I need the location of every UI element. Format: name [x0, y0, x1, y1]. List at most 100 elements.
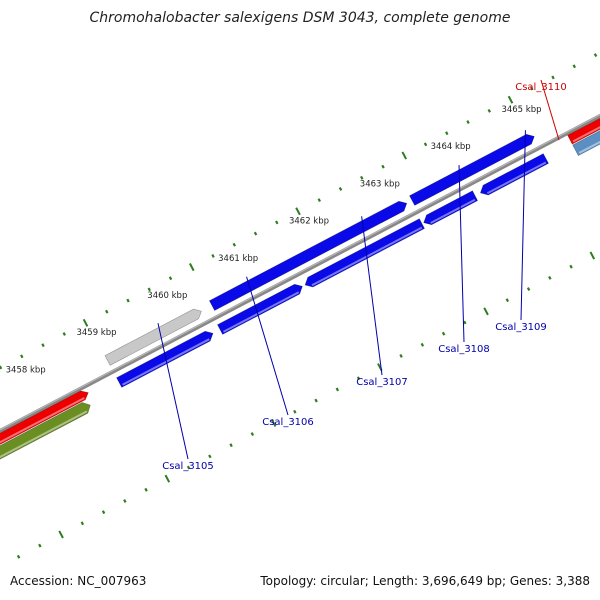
gene-arrow-blue-inner-1-sheen	[209, 198, 399, 299]
gene-arrow-blue-outer-2-sheen	[223, 291, 300, 333]
outer-tick	[250, 432, 255, 436]
feature-red-outer-2-sheen	[572, 126, 600, 143]
inner-tick	[62, 332, 66, 336]
inner-tick	[41, 343, 45, 348]
inner-tick	[572, 64, 576, 69]
kbp-label: 3460 kbp	[147, 291, 187, 301]
outer-tick	[335, 387, 340, 392]
inner-tick	[423, 142, 428, 147]
outer-tick	[548, 275, 552, 280]
gene-arrow-blue-inner-2-sheen	[409, 131, 526, 194]
outer-tick	[293, 409, 297, 414]
outer-tick	[144, 487, 148, 492]
genome-summary: Topology: circular; Length: 3,696,649 bp…	[260, 574, 590, 588]
outer-tick	[80, 521, 85, 526]
outer-tick	[123, 499, 127, 503]
inner-tick	[295, 207, 301, 216]
inner-tick	[507, 95, 514, 104]
inner-tick	[105, 309, 109, 314]
gene-arrow-blue-outer-2	[217, 283, 303, 335]
feature-red-outer-2	[567, 117, 600, 145]
feature-steel-outer	[572, 130, 600, 157]
outer-tick	[420, 342, 425, 347]
inner-tick	[530, 86, 534, 91]
feature-green-outer	[0, 402, 91, 460]
gene-leader-line	[157, 323, 189, 460]
inner-tick	[189, 263, 195, 272]
outer-tick	[505, 298, 510, 303]
outer-tick	[58, 530, 64, 539]
kbp-label: 3459 kbp	[76, 328, 116, 338]
inner-tick	[551, 75, 555, 80]
inner-tick	[20, 354, 24, 359]
inner-tick	[232, 242, 236, 247]
gene-leader-line	[520, 130, 526, 321]
gene-label: Csal_3107	[356, 377, 408, 388]
backbone-line	[0, 113, 600, 434]
inner-tick	[360, 175, 364, 180]
gene-label: Csal_3106	[262, 417, 314, 428]
inner-tick	[126, 298, 130, 303]
gene-arrow-blue-outer-1	[116, 330, 214, 388]
gene-arrow-blue-outer-1-sheen	[122, 338, 210, 386]
gene-leader-line	[458, 165, 465, 343]
gene-leader-line	[361, 216, 383, 376]
inner-tick	[253, 231, 258, 236]
kbp-label: 3462 kbp	[289, 217, 329, 227]
outer-tick	[164, 474, 171, 483]
kbp-label: 3464 kbp	[431, 142, 471, 152]
inner-tick	[593, 53, 598, 58]
gene-arrow-blue-inner-2	[409, 133, 535, 206]
inner-tick	[381, 164, 385, 169]
gene-arrow-blue-outer-5	[480, 153, 549, 196]
feature-grey-inner	[104, 308, 202, 366]
accession-label: Accession: NC_007963	[10, 574, 147, 588]
outer-tick	[483, 307, 489, 316]
outer-tick	[270, 418, 277, 427]
inner-tick	[317, 198, 321, 203]
outer-tick	[569, 264, 573, 269]
kbp-label: 3463 kbp	[360, 179, 400, 189]
feature-green-outer-sheen	[0, 410, 88, 459]
inner-tick	[82, 318, 89, 327]
gene-label: Csal_3108	[438, 344, 490, 355]
feature-steel-outer-sheen	[578, 140, 600, 154]
outer-tick	[16, 554, 21, 559]
inner-tick	[211, 253, 215, 258]
inner-tick	[147, 287, 151, 292]
outer-tick	[589, 251, 596, 260]
kbp-label: 3465 kbp	[501, 105, 541, 115]
kbp-label: 3458 kbp	[6, 365, 46, 375]
outer-tick	[186, 465, 191, 470]
inner-tick	[487, 108, 491, 113]
feature-red-outer-sheen	[0, 397, 85, 444]
inner-tick	[0, 365, 3, 370]
gene-label: Csal_3110	[515, 82, 567, 93]
inner-tick	[401, 151, 408, 160]
inner-tick	[168, 276, 173, 281]
gene-leader-line	[540, 79, 560, 141]
inner-tick	[466, 120, 470, 124]
inner-tick	[338, 187, 343, 191]
gene-arrow-blue-outer-5-sheen	[486, 161, 547, 195]
gene-arrow-blue-outer-4	[423, 190, 479, 226]
inner-tick	[445, 131, 449, 136]
gene-arrow-blue-inner-1	[208, 200, 408, 311]
inner-tick	[275, 220, 279, 225]
outer-tick	[441, 331, 446, 336]
gene-leader-line	[246, 276, 289, 416]
gene-label: Csal_3109	[495, 322, 547, 333]
feature-grey-inner-sheen	[105, 306, 194, 354]
gene-arrow-blue-outer-3	[304, 218, 425, 288]
outer-tick	[229, 443, 233, 448]
outer-tick	[208, 454, 212, 459]
outer-tick	[526, 287, 531, 291]
outer-tick	[356, 376, 361, 381]
outer-tick	[314, 398, 318, 403]
outer-tick	[463, 320, 467, 325]
gene-label: Csal_3105	[162, 461, 214, 472]
backbone-highlight	[0, 114, 600, 431]
feature-red-outer	[0, 390, 89, 445]
kbp-label: 3461 kbp	[218, 254, 258, 264]
